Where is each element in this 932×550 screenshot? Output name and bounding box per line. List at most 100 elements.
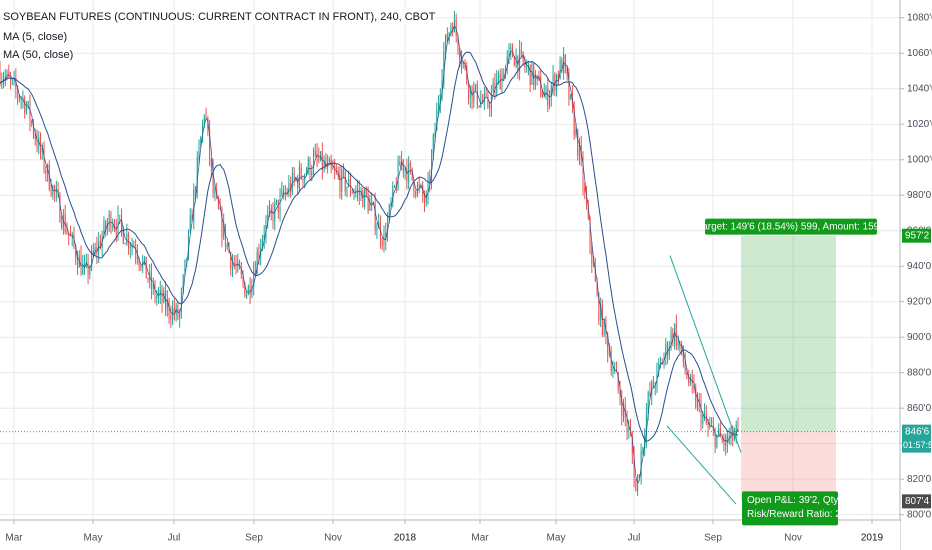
price-axis-bg[interactable] — [901, 0, 932, 550]
candle-body — [578, 144, 581, 157]
candle-body — [617, 372, 619, 389]
candle-body — [622, 404, 625, 416]
candle-body — [297, 178, 299, 188]
candle-body — [510, 47, 512, 51]
candle-body — [20, 99, 22, 101]
candle-body — [652, 381, 654, 388]
candle-body — [136, 254, 138, 260]
candle-body — [43, 147, 45, 170]
candle-body — [585, 192, 588, 208]
candle-body — [194, 189, 197, 193]
candle-body — [179, 311, 181, 319]
y-tick-label: 800'0 — [907, 509, 932, 520]
x-tick-label: 2018 — [394, 533, 417, 544]
candle-body — [334, 169, 336, 171]
indicator-ma50-label[interactable]: MA (50, close) — [3, 48, 74, 62]
candle-body — [589, 217, 591, 246]
candle-body — [230, 252, 232, 270]
candle-body — [163, 290, 165, 303]
candle-body — [371, 202, 373, 204]
candle-body — [564, 54, 566, 67]
candle-body — [621, 400, 623, 416]
candle-body — [311, 171, 313, 176]
candle-body — [233, 262, 235, 266]
candle-body — [166, 300, 168, 309]
candle-body — [476, 84, 478, 106]
candle-body — [411, 167, 413, 180]
candle-body — [258, 251, 260, 257]
candle-body — [143, 256, 145, 261]
candle-body — [681, 345, 683, 349]
wedge-upper-line[interactable] — [669, 255, 742, 453]
y-tick-label: 880'0 — [907, 367, 932, 378]
candle-body — [328, 159, 330, 162]
candle-body — [533, 63, 535, 86]
candle-body — [381, 240, 383, 246]
candle-body — [450, 26, 452, 33]
stop-price-badge-bg — [902, 494, 931, 509]
target-zone[interactable] — [741, 235, 836, 432]
candle-body — [549, 96, 551, 106]
candle-body — [212, 167, 214, 194]
candle-body — [704, 413, 706, 415]
x-tick-label: Sep — [245, 533, 263, 544]
target-price-badge: 957'2 — [905, 230, 930, 241]
candle-body — [707, 422, 709, 428]
candle-body — [654, 387, 656, 389]
candle-body — [6, 71, 8, 77]
candle-body — [628, 427, 630, 431]
candle-body — [27, 101, 29, 106]
candle-body — [346, 186, 348, 192]
candle-body — [644, 437, 646, 448]
candle-body — [513, 57, 515, 67]
candle-body — [121, 216, 123, 228]
candle-body — [672, 332, 674, 341]
candle-body — [485, 94, 487, 96]
candle-body — [191, 215, 193, 222]
x-tick-label: May — [547, 533, 566, 544]
candle-body — [214, 191, 216, 194]
candle-body — [556, 74, 558, 91]
candle-body — [263, 234, 265, 240]
candle-body — [203, 116, 205, 122]
risk-reward-label: Risk/Reward Ratio: 2.75 — [747, 509, 855, 520]
x-tick-label: 2019 — [861, 533, 884, 544]
candle-body — [4, 76, 6, 80]
current-price-badge-bg — [902, 424, 931, 453]
candle-body — [404, 168, 406, 171]
candle-body — [186, 258, 188, 260]
candle-body — [69, 235, 71, 237]
candle-body — [691, 376, 693, 384]
candle-body — [594, 266, 596, 282]
candle-body — [307, 159, 309, 172]
candle-body — [409, 163, 411, 168]
candle-body — [473, 88, 475, 102]
candle-body — [161, 289, 163, 303]
candle-body — [8, 71, 10, 77]
candle-body — [610, 354, 612, 372]
candle-body — [75, 246, 77, 260]
candle-body — [471, 85, 473, 102]
target-price-badge-bg — [902, 228, 931, 243]
candle-body — [446, 34, 448, 42]
candle-body — [290, 183, 292, 192]
candle-body — [575, 129, 577, 136]
indicator-ma5-label[interactable]: MA (5, close) — [3, 30, 68, 44]
stop-zone[interactable] — [741, 431, 836, 502]
candle-body — [253, 271, 255, 288]
y-tick-label: 1020'0 — [907, 119, 932, 130]
candle-body — [651, 381, 653, 395]
time-axis-bg[interactable] — [0, 521, 900, 550]
candle-body — [531, 63, 533, 85]
candle-body — [249, 285, 251, 295]
candle-body — [55, 190, 57, 193]
wedge-lower-line[interactable] — [666, 425, 737, 505]
candle-body — [92, 251, 94, 254]
candle-body — [217, 197, 219, 209]
candle-body — [550, 86, 552, 97]
candle-body — [202, 121, 204, 137]
candle-body — [348, 179, 350, 187]
y-tick-label: 1040'0 — [907, 83, 932, 94]
candle-body — [376, 228, 378, 231]
